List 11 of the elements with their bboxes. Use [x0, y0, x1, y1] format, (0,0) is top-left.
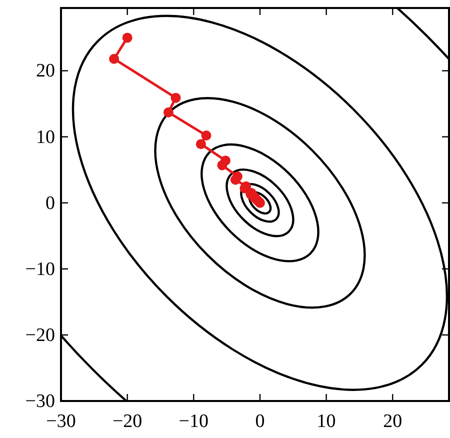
y-tick-label: 10 [36, 126, 55, 148]
x-tick-label: 0 [255, 411, 265, 432]
y-tick-label: −20 [25, 324, 55, 346]
x-tick-label: −20 [112, 411, 142, 432]
x-tick-label: 20 [383, 411, 402, 432]
y-tick-label: 20 [36, 60, 55, 82]
x-tick-label: 10 [316, 411, 336, 432]
y-tick-label: −30 [25, 391, 55, 412]
x-tick-label: −10 [178, 411, 209, 432]
y-tick-label: −10 [25, 258, 55, 280]
y-tick-label: 0 [46, 192, 55, 214]
